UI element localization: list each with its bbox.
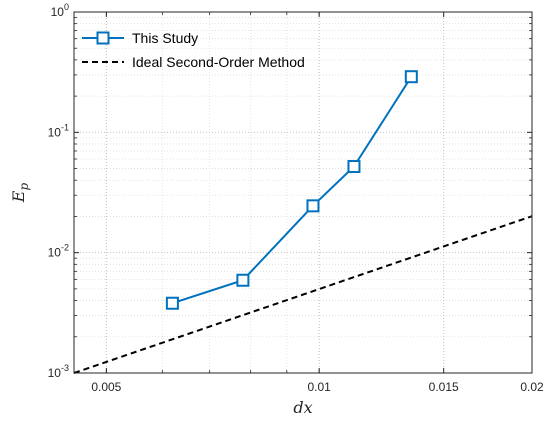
x-tick-labels: 0.005 0.01 0.015 0.02 — [91, 380, 544, 394]
data-point-marker — [404, 70, 418, 84]
x-tick-label: 0.005 — [91, 380, 121, 394]
data-point-marker — [165, 296, 179, 310]
data-point-marker — [236, 273, 250, 287]
y-tick-label: 100 — [51, 2, 69, 19]
x-tick-label: 0.02 — [520, 380, 544, 394]
plot-area — [74, 12, 532, 373]
major-grid — [74, 12, 532, 373]
axis-ticks — [74, 11, 533, 374]
x-tick-label: 0.01 — [307, 380, 331, 394]
legend: This Study Ideal Second-Order Method — [82, 30, 305, 70]
y-tick-labels: 10-3 10-2 10-1 100 — [48, 2, 69, 380]
x-tick-label: 0.015 — [429, 380, 459, 394]
series-line-2 — [73, 215, 533, 374]
plot-frame — [73, 11, 533, 374]
legend-label-2: Ideal Second-Order Method — [132, 54, 305, 70]
series-layer — [73, 70, 533, 374]
y-tick-label: 10-1 — [48, 122, 69, 139]
y-tick-label: 10-2 — [48, 243, 69, 260]
legend-label-1: This Study — [132, 30, 198, 46]
y-tick-label: 10-3 — [48, 363, 69, 380]
data-point-marker — [347, 160, 361, 174]
data-point-marker — [306, 199, 320, 213]
x-axis-label: dx — [293, 398, 312, 417]
legend-marker — [96, 31, 110, 45]
y-axis-label: Ep — [9, 183, 31, 204]
